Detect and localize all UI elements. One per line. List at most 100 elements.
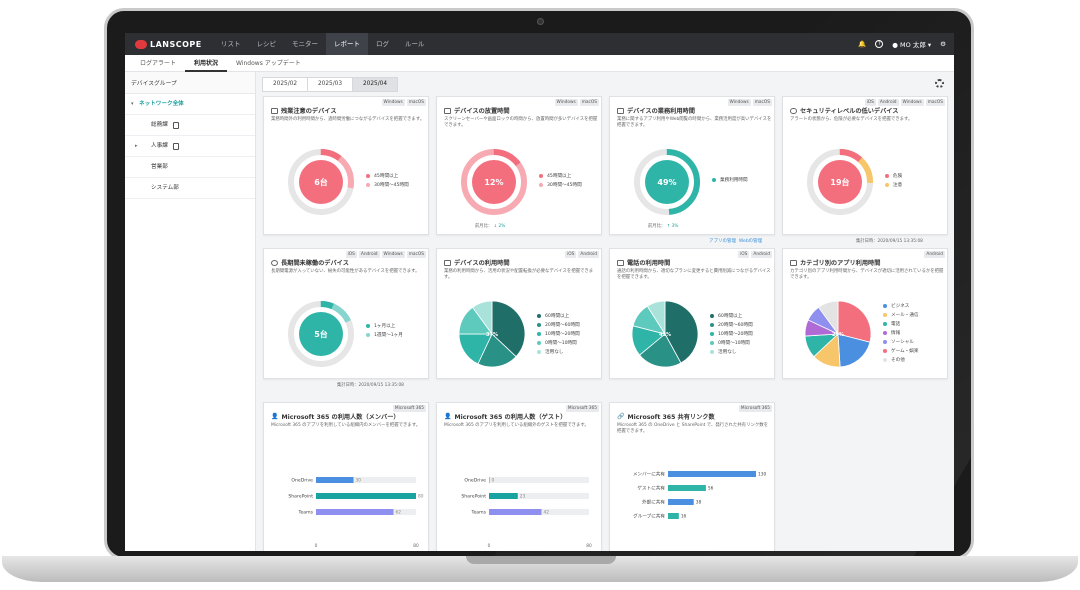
report-settings-gear-icon[interactable] [935,79,944,88]
pie-chart: 37% [458,300,526,368]
card-overtime-devices[interactable]: Windows macOS 残業注意のデバイス 業務時間外の利用時間から、過時間労… [263,96,429,235]
bell-icon[interactable]: 🔔 [858,40,867,48]
card-title: 長期間未稼働のデバイス [271,258,349,267]
donut-chart: 6台 [288,149,354,215]
bar-value-label: 80 [418,494,424,500]
bar-2[interactable] [668,485,706,491]
pie-center-value: 42% [659,332,671,338]
clock-doc-icon [271,107,278,114]
card-long-inactive[interactable]: iOS Android Windows macOS 長期間未稼働のデバイス 長期間電源… [263,248,429,379]
bar-chart: メンバーに共有 130 ゲストに共有 56 外部に共有 38 グループに共有 16 [633,471,767,520]
legend-item: 1ヶ月以上 [366,321,403,330]
bar-value-label: 16 [681,514,687,520]
bar-4[interactable] [668,513,679,519]
card-app-category-usage[interactable]: Android カテゴリ別のアプリ利用時間 カテゴリ別のアプリ利用時間から、デバ… [782,248,948,379]
bar-value-label: 38 [696,500,702,506]
card-idle-time[interactable]: Windows macOS デバイスの放置時間 スクリーンセーバーや画面ロックの時… [436,96,602,235]
sidebar-header: デバイスグループ [125,72,255,94]
tab-windows-update[interactable]: Windows アップデート [236,59,301,67]
bar-value-label: 30 [356,478,362,484]
card-m365-guests[interactable]: Microsoft 365 👤 Microsoft 365 の利用人数（ゲスト） … [436,402,602,551]
bar-chart: OneDrive 0 SharePoint 23 Teams 42 0 80 [461,477,592,549]
card-m365-members[interactable]: Microsoft 365 👤 Microsoft 365 の利用人数（メンバー）… [263,402,429,551]
legend-label: 45時間以上 [374,173,399,179]
legend-item: 活用なし [537,347,580,356]
tag: Microsoft 365 [392,405,426,412]
period-selector: 2025/02 2025/03 2025/04 [262,77,398,92]
user-menu[interactable]: ● MO 太郎 ▾ [892,39,931,49]
pie-center-value: 29% [832,332,844,338]
app-logo[interactable]: LANSCOPE [135,39,213,49]
donut-chart: 49% [634,149,700,215]
tag: macOS [925,99,945,106]
month-compare-value: ↑ 3% [666,224,679,229]
user-name: MO 太郎 [900,41,926,49]
app-management-link[interactable]: アプリの管理 [709,239,736,244]
sidebar-item-general-affairs[interactable]: 総務課 [125,115,255,136]
card-phone-usage-time[interactable]: iOS Android 電話の利用時間 通話の利用時間から、適切なプランに変更する… [609,248,775,379]
bar-category-label: ゲストに共有 [637,485,665,492]
tag: Windows [900,99,924,106]
card-title-text: 長期間未稼働のデバイス [281,260,349,267]
top-navigation: LANSCOPE リスト レシピ モニター レポート ログ ルール 🔔 ? ● … [125,33,954,55]
user-icon: 👤 [271,413,279,420]
nav-item-rule[interactable]: ルール [405,40,425,48]
card-m365-share-links[interactable]: Microsoft 365 🔗 Microsoft 365 共有リンク数 Micr… [609,402,775,551]
donut-chart: 12% [461,149,527,215]
help-icon[interactable]: ? [875,40,884,48]
legend: 業務利用時間 [712,175,748,184]
pie-slice-7 [818,300,839,336]
bar-1[interactable] [668,471,756,477]
nav-item-list[interactable]: リスト [221,40,241,48]
legend-label: 60時間以上 [545,313,570,319]
web-management-link[interactable]: Webの管理 [738,239,763,244]
bar-2[interactable] [489,493,518,499]
legend-label: 注意 [893,182,903,188]
document-icon[interactable] [172,142,179,150]
card-business-usage[interactable]: Windows macOS デバイスの業務利用時間 業務に関するアプリ利用やWeb… [609,96,775,235]
legend-item: メール・通信 [883,310,919,319]
sidebar-item-network-all[interactable]: ▾ ネットワーク全体 [125,94,255,115]
gear-icon[interactable]: ⚙ [940,40,946,48]
axis-tick-label: 80 [413,543,419,549]
donut-segment-45plus [288,149,354,215]
nav-item-log[interactable]: ログ [376,40,389,48]
bar-track [489,477,589,483]
sidebar-item-label: 営業部 [151,163,168,170]
pie-chart: 42% [631,300,699,368]
card-low-security[interactable]: iOS Android Windows macOS セキュリティレベルの低いデバイス … [782,96,948,235]
card-description: アラートの状態から、危険が必要なデバイスを把握できます。 [790,117,913,122]
legend-label: 20時間〜60時間 [545,322,580,328]
document-icon[interactable] [172,121,179,129]
bar-3[interactable] [316,509,394,515]
nav-item-recipe[interactable]: レシピ [256,40,277,48]
donut-center [818,160,862,204]
legend: 60時間以上 20時間〜60時間 10時間〜20時間 0時間〜10時間 活用なし [537,311,580,356]
tag: macOS [752,99,772,106]
tag: Android [877,99,899,106]
caret-right-icon[interactable]: ▸ [135,142,138,149]
bar-1[interactable] [489,477,490,483]
nav-item-monitor[interactable]: モニター [292,40,318,48]
donut-segment-45plus [461,149,527,215]
card-device-usage-time[interactable]: iOS Android デバイスの利用時間 業務の利用時間から、活用の状況や配置転… [436,248,602,379]
bar-1[interactable] [316,477,354,483]
tab-log-alert[interactable]: ログアラート [140,59,177,67]
bar-category-label: OneDrive [291,478,313,484]
bar-value-label: 56 [708,486,714,492]
legend-label: 30時間〜45時間 [547,182,582,188]
tab-usage[interactable]: 利用状況 [185,55,228,72]
period-2025-02[interactable]: 2025/02 [262,77,308,92]
period-2025-03[interactable]: 2025/03 [307,77,353,92]
bar-2[interactable] [316,493,416,499]
sidebar-item-hr[interactable]: ▸ 人事課 [125,136,255,157]
sidebar-item-system[interactable]: システム部 [125,178,255,199]
bar-3[interactable] [489,509,542,515]
pie-slice-2 [837,333,871,368]
sidebar-item-sales[interactable]: 営業部 [125,157,255,178]
card-title: セキュリティレベルの低いデバイス [790,106,898,115]
legend-label: 10時間〜20時間 [545,331,580,337]
period-2025-04[interactable]: 2025/04 [352,77,398,92]
bar-3[interactable] [668,499,694,505]
nav-item-report[interactable]: レポート [326,33,368,55]
